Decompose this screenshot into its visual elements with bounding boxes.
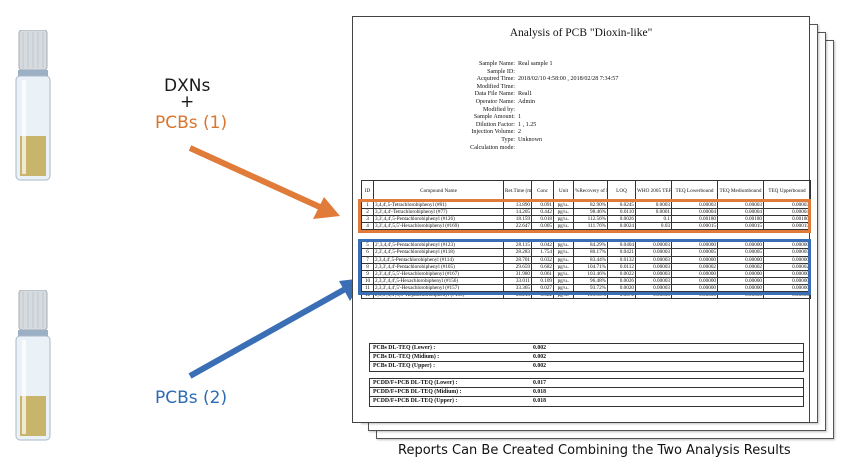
table-row: 4 3,3',4,4',5,5'-Hexachlorobiphenyl (#169…: [361, 222, 811, 231]
info-key: Dilution Factor:: [475, 121, 515, 128]
teq-value: 0.002: [533, 363, 547, 370]
info-key: Modified Time:: [476, 83, 515, 90]
teq-row: PCDD/F+PCB DL-TEQ (Lower) : 0.017: [370, 379, 803, 387]
info-value: Unknown: [518, 136, 543, 143]
info-key: Operator Name:: [475, 98, 515, 105]
teq-label: PCDD/F+PCB DL-TEQ (Midium) :: [373, 389, 462, 396]
table-row: 12 2,3,3',4,4',5,5'-Heptachlorobiphenyl (…: [361, 291, 811, 300]
info-key: Calculation mode:: [470, 144, 515, 151]
label-dxns: DXNs: [164, 76, 211, 96]
teq-value: 0.017: [533, 380, 547, 386]
info-key: Injection Volume:: [471, 129, 515, 136]
table-row: 3 3,3',4,4',5-Pentachlorobiphenyl (#126) 1…: [361, 215, 811, 224]
info-key: Modified by:: [483, 106, 515, 113]
info-value: 2: [518, 129, 522, 136]
info-value: Admin: [518, 98, 535, 105]
info-key: Data File Name:: [474, 91, 515, 98]
teq-value: 0.018: [533, 398, 547, 405]
teq-label: PCBs DL-TEQ (Midium) :: [373, 354, 440, 361]
info-row: Operator Name: Admin: [437, 99, 618, 107]
teq-row: PCBs DL-TEQ (Upper) : 0.002: [370, 361, 803, 370]
info-row: Sample ID:: [437, 69, 618, 77]
info-row: Modified Time:: [437, 84, 618, 92]
info-row: Sample Name: Real sample 1: [437, 61, 618, 69]
label-plus: +: [180, 92, 195, 112]
highlight-pcbs-2: [358, 239, 811, 295]
info-row: Sample Amount: 1: [437, 114, 618, 122]
teq-value: 0.002: [533, 345, 547, 351]
report-title: Analysis of PCB "Dioxin-like": [509, 27, 653, 39]
teq-label: PCBs DL-TEQ (Lower) :: [373, 345, 436, 351]
table-row: 11 2,3,3',4,4',5'-Hexachlorobiphenyl (#15…: [361, 283, 811, 293]
info-value: 1 , 1.25: [518, 121, 537, 128]
table-row: 7 2,3,4,4',5-Pentachlorobiphenyl (#114) 28…: [361, 255, 811, 264]
info-row: Acquired Time: 2018/02/10 4:58:00 , 2018/…: [437, 76, 619, 84]
info-row: Injection Volume: 2: [437, 129, 618, 137]
table-row: 1 3,4,4',5-Tetrachlorobiphenyl (#81) 13.89…: [361, 200, 811, 210]
table-row: 6 2,3',4,4',5-Pentachlorobiphenyl (#118) 2…: [361, 248, 811, 257]
blue-arrow: [188, 278, 364, 379]
info-key: Sample ID:: [487, 68, 515, 75]
info-row: Modified by:: [437, 107, 618, 115]
info-value: Real sample 1: [518, 61, 553, 67]
table-row: 10 2,3,3',4,4',5-Hexachlorobiphenyl (#156…: [361, 276, 811, 285]
label-pcbs-2: PCBs (2): [155, 388, 228, 408]
info-value: 1: [518, 114, 522, 121]
teq-summary-pcbs: PCBs DL-TEQ (Lower) :0.002 PCBs DL-TEQ (M…: [369, 343, 804, 372]
info-value: Real1: [518, 91, 533, 98]
info-key: Acquired Time:: [476, 76, 515, 83]
teq-value: 0.002: [533, 354, 547, 361]
info-key: Type:: [501, 136, 515, 143]
info-row: Type: Unknown: [437, 137, 618, 145]
info-key: Sample Amount:: [473, 114, 515, 121]
vial-top-icon: [15, 30, 51, 181]
teq-row: PCDD/F+PCB DL-TEQ (Midium) : 0.018: [370, 387, 803, 396]
teq-value: 0.018: [533, 389, 547, 396]
report-sheet: Analysis of PCB "Dioxin-like" Sample Nam…: [352, 16, 811, 423]
vial-bottom-icon: [15, 290, 51, 441]
teq-label: PCDD/F+PCB DL-TEQ (Upper) :: [373, 398, 458, 405]
orange-arrow: [188, 145, 340, 219]
info-row: Data File Name: Real1: [437, 91, 618, 99]
info-row: Dilution Factor: 1 , 1.25: [437, 122, 618, 130]
info-row: Calculation mode:: [437, 145, 618, 153]
table-row: 5 2',3,4,4',5-Pentachlorobiphenyl (#123) 2…: [361, 241, 811, 250]
teq-label: PCBs DL-TEQ (Upper) :: [373, 363, 435, 370]
teq-summary-total: PCDD/F+PCB DL-TEQ (Lower) :0.017 PCDD/F+P…: [369, 378, 804, 407]
info-value: 2018/02/10 4:58:00 , 2018/02/28 7:34:57: [518, 76, 619, 83]
table-row: 2 3,3',4,4'-Tetrachlorobiphenyl (#77) 14.2…: [361, 208, 811, 217]
info-key: Sample Name:: [478, 61, 515, 67]
label-pcbs-1: PCBs (1): [155, 113, 228, 133]
teq-row: PCBs DL-TEQ (Lower) : 0.002: [370, 344, 803, 352]
teq-row: PCDD/F+PCB DL-TEQ (Upper) : 0.018: [370, 396, 803, 405]
sample-info: Sample Name: Real sample 1 Sample ID: Acqui…: [437, 61, 618, 152]
teq-row: PCBs DL-TEQ (Midium) : 0.002: [370, 352, 803, 361]
caption: Reports Can Be Created Combining the Two…: [398, 443, 791, 458]
highlight-pcbs-1: [358, 199, 811, 233]
teq-label: PCDD/F+PCB DL-TEQ (Lower) :: [373, 380, 458, 386]
